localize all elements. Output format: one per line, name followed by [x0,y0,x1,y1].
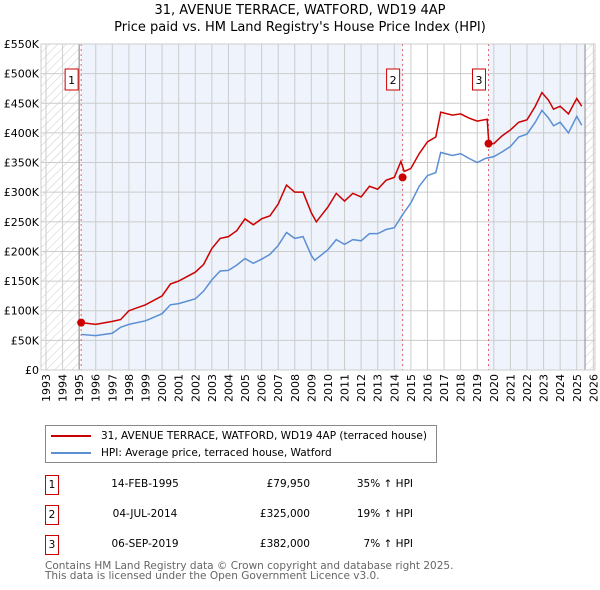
y-tick-label: £100K [4,305,40,318]
x-tick-label: 2009 [305,374,318,402]
sale-hpi-diff: 7% ↑ HPI [363,538,413,550]
sale-date: 14-FEB-1995 [111,478,179,490]
x-tick-label: 2004 [222,374,235,402]
x-tick-label: 2024 [554,374,567,402]
y-tick-label: £250K [4,216,40,229]
sale-number-badge: 3 [45,535,59,555]
legend-swatch-red [51,435,91,437]
sale-date: 06-SEP-2019 [111,538,179,550]
sale-label: 1 [68,74,75,87]
sale-point [77,318,86,327]
x-tick-label: 2011 [339,374,352,402]
sale-row: 3 06-SEP-2019 £382,000 7% ↑ HPI [45,535,445,555]
x-tick-label: 2020 [488,374,501,402]
footer: Contains HM Land Registry data © Crown c… [45,560,454,582]
x-tick-label: 2010 [322,374,335,402]
y-tick-label: £0 [25,364,39,377]
series-line-hpi [81,109,583,337]
hatched-region-before [41,44,80,370]
y-tick-label: £450K [4,97,40,110]
legend-label: HPI: Average price, terraced house, Watf… [101,447,332,459]
sale-label: 2 [390,74,397,87]
x-tick-label: 2012 [355,374,368,402]
sale-price: £325,000 [259,508,310,520]
shaded-region [488,44,586,370]
sale-label-box [472,68,487,91]
series-line-property [81,91,583,326]
sale-date: 04-JUL-2014 [112,508,178,520]
x-tick-label: 1994 [57,374,70,402]
x-tick-label: 1993 [40,374,53,402]
sale-price: £382,000 [259,538,310,550]
sale-hpi-diff: 19% ↑ HPI [356,508,413,520]
chart-title-line1: 31, AVENUE TERRACE, WATFORD, WD19 4AP [154,3,446,18]
sale-point [398,173,407,182]
sale-label: 3 [476,74,483,87]
x-tick-label: 1999 [139,374,152,402]
x-tick-label: 2025 [571,374,584,402]
plot-border [40,43,596,371]
x-tick-label: 2021 [504,374,517,402]
x-tick-label: 2005 [239,374,252,402]
y-tick-label: £500K [4,68,40,81]
footer-line2: This data is licensed under the Open Gov… [45,570,380,582]
hatched-region-after [585,44,595,370]
price-chart: 1993 1994 1995 1996 1997 1998 1999 2000 2001 2002… [4,38,600,402]
y-tick-label: £400K [4,127,40,140]
x-tick-label: 2002 [189,374,202,402]
chart-title-line2: Price paid vs. HM Land Registry's House … [114,20,486,35]
x-tick-label: 2003 [206,374,219,402]
sale-label-box [64,68,79,91]
x-tick-label: 2008 [289,374,302,402]
x-tick-label: 2007 [272,374,285,402]
x-tick-label: 2016 [421,374,434,402]
x-tick-label: 2000 [156,374,169,402]
y-tick-label: £550K [4,38,40,51]
x-tick-label: 2006 [256,374,269,402]
y-tick-label: £300K [4,186,40,199]
x-tick-label: 2015 [405,374,418,402]
sale-number-badge: 2 [45,505,59,525]
x-tick-label: 2017 [438,374,451,402]
x-tick-label: 2019 [471,374,484,402]
y-tick-label: £150K [4,275,40,288]
x-tick-label: 2014 [388,374,401,402]
x-tick-label: 2026 [587,374,600,402]
sale-price: £79,950 [266,478,310,490]
legend-swatch-blue [51,452,91,454]
x-tick-label: 1998 [123,374,136,402]
y-tick-label: £200K [4,245,40,258]
sale-row: 1 14-FEB-1995 £79,950 35% ↑ HPI [45,475,445,495]
sale-row: 2 04-JUL-2014 £325,000 19% ↑ HPI [45,505,445,525]
sale-hpi-diff: 35% ↑ HPI [356,478,413,490]
shaded-region [81,44,403,370]
y-tick-label: £350K [4,157,40,170]
legend: 31, AVENUE TERRACE, WATFORD, WD19 4AP (t… [45,425,437,463]
x-tick-label: 1996 [90,374,103,402]
legend-item-hpi: HPI: Average price, terraced house, Watf… [51,447,332,459]
x-tick-label: 2001 [173,374,186,402]
x-tick-label: 1997 [106,374,119,402]
sale-point [484,139,493,148]
y-tick-label: £50K [11,334,40,347]
sale-number-badge: 1 [45,475,59,495]
x-tick-label: 2022 [521,374,534,402]
sale-label-box [386,68,401,91]
legend-item-property: 31, AVENUE TERRACE, WATFORD, WD19 4AP (t… [51,430,427,442]
x-tick-label: 2013 [372,374,385,402]
x-tick-label: 2023 [538,374,551,402]
footer-line1: Contains HM Land Registry data © Crown c… [45,560,454,572]
x-tick-label: 1995 [73,374,86,402]
x-tick-label: 2018 [455,374,468,402]
legend-label: 31, AVENUE TERRACE, WATFORD, WD19 4AP (t… [101,430,427,442]
